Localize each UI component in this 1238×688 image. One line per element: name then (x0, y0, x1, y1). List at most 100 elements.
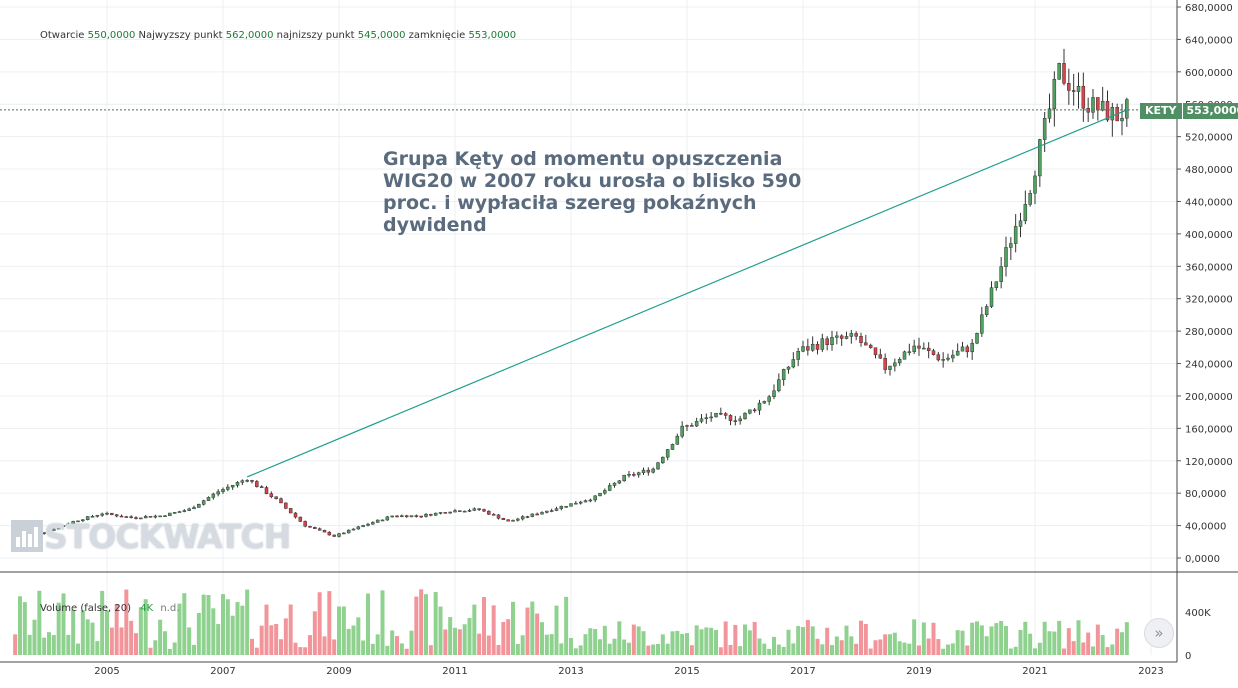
volume-bar (119, 627, 124, 655)
volume-bar (941, 648, 946, 655)
volume-bar (569, 638, 573, 655)
stockwatch-logo-icon (11, 520, 43, 552)
volume-bar (984, 636, 989, 655)
volume-bar (100, 590, 105, 655)
volume-bar (965, 645, 970, 655)
volume-bar (409, 630, 414, 655)
candle (1110, 107, 1115, 121)
volume-bar (651, 644, 656, 655)
candle (859, 336, 863, 343)
volume-bar (506, 619, 511, 655)
volume-bar (839, 640, 844, 655)
candle (409, 515, 414, 518)
candle (714, 412, 718, 418)
candle (429, 514, 433, 516)
trendline-segment (246, 109, 1128, 478)
volume-bar (1115, 628, 1120, 655)
volume-bar (1076, 620, 1081, 655)
volume-bar (723, 621, 728, 655)
candle (322, 529, 327, 533)
candle (627, 474, 631, 476)
volume-value: 4K (140, 603, 154, 614)
candle (1091, 97, 1095, 113)
x-tick-label: 2013 (558, 666, 583, 677)
y-tick-label: 0,0000 (1185, 554, 1220, 565)
volume-bar (225, 599, 230, 655)
candle (100, 513, 104, 516)
volume-bar (71, 609, 76, 655)
volume-bar (312, 611, 317, 655)
candle (786, 366, 791, 370)
candle (462, 510, 467, 513)
volume-bar (868, 648, 873, 655)
volume-bar (385, 645, 390, 655)
volume-bar (573, 648, 578, 655)
candle (472, 508, 477, 511)
candle (699, 418, 704, 422)
candle (279, 498, 283, 504)
candle (994, 281, 999, 288)
volume-bar (32, 619, 37, 655)
volume-bar (883, 634, 888, 655)
volume-bar (298, 647, 303, 655)
candle (796, 351, 800, 360)
volume-bar (138, 607, 143, 655)
y-tick-label: 320,0000 (1185, 295, 1233, 306)
candle (791, 359, 796, 368)
candle (897, 359, 902, 364)
x-tick-label: 2015 (674, 666, 699, 677)
volume-bar (356, 617, 361, 655)
candle (617, 480, 622, 484)
volume-bar (42, 637, 47, 655)
volume-bar (129, 620, 134, 655)
volume-bar (293, 642, 298, 655)
volume-bar (414, 596, 419, 655)
candle (467, 510, 472, 512)
volume-bar (535, 613, 540, 655)
candle (728, 415, 733, 421)
candle (680, 425, 684, 437)
candle (980, 314, 984, 334)
candle (274, 496, 278, 499)
volume-bar (201, 594, 206, 655)
candle (554, 508, 559, 511)
volume-bar (134, 633, 138, 655)
volume-bar (1062, 648, 1066, 655)
volume-bar (825, 627, 830, 655)
candle (71, 521, 75, 524)
candle (230, 485, 235, 488)
candle (603, 490, 607, 494)
volume-bar (786, 629, 791, 655)
annotation-text: Grupa Kęty od momentu opuszczenia WIG20 … (383, 148, 802, 236)
candle (622, 474, 626, 482)
volume-bar (767, 648, 772, 655)
candle (143, 516, 148, 519)
volume-bar (56, 602, 61, 655)
x-tick-label: 2009 (326, 666, 351, 677)
volume-bar (810, 626, 815, 655)
scroll-to-latest-button[interactable]: » (1144, 618, 1174, 648)
volume-tick-label: 0 (1185, 651, 1191, 662)
candle (153, 515, 158, 518)
candle (690, 425, 694, 427)
volume-bar (303, 647, 308, 655)
volume-bar (1095, 624, 1100, 655)
candle (1100, 100, 1105, 111)
volume-bar (863, 624, 868, 655)
candle (559, 506, 564, 509)
volume-bar (47, 632, 51, 655)
volume-bar (747, 630, 752, 655)
volume-bar (718, 647, 723, 655)
candle (90, 516, 95, 518)
candle (806, 346, 810, 351)
price-tag-value: 553,0000 (1182, 103, 1238, 119)
volume-bar (515, 643, 520, 655)
volume-bar (332, 639, 337, 655)
volume-bar (564, 596, 569, 655)
volume-bar (1037, 642, 1042, 655)
volume-bar (13, 634, 18, 655)
candle (482, 509, 486, 512)
volume-bar (960, 630, 965, 655)
volume-bar (776, 644, 781, 655)
volume-bar (327, 591, 332, 655)
